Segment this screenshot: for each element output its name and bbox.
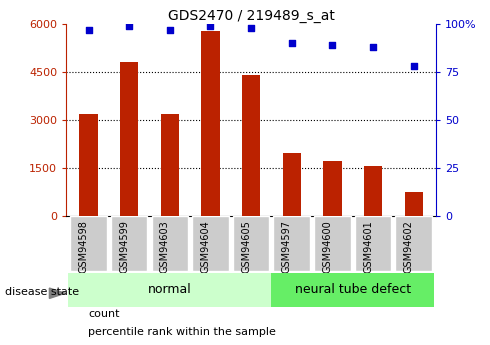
Bar bbox=[271, 273, 434, 307]
Point bbox=[247, 25, 255, 31]
Point bbox=[125, 23, 133, 29]
Bar bbox=[70, 216, 107, 271]
Bar bbox=[201, 30, 220, 216]
Bar bbox=[323, 161, 342, 216]
Point bbox=[328, 42, 336, 48]
Bar bbox=[355, 216, 392, 271]
Bar bbox=[68, 273, 271, 307]
Text: count: count bbox=[88, 309, 120, 319]
Bar bbox=[283, 154, 301, 216]
Point bbox=[369, 45, 377, 50]
Bar bbox=[161, 114, 179, 216]
Text: GSM94603: GSM94603 bbox=[160, 220, 170, 273]
Text: GSM94598: GSM94598 bbox=[78, 220, 89, 273]
Point bbox=[207, 23, 215, 29]
Bar bbox=[233, 216, 270, 271]
Bar bbox=[111, 216, 147, 271]
Bar bbox=[120, 62, 138, 216]
Bar bbox=[395, 216, 432, 271]
Text: GSM94597: GSM94597 bbox=[282, 220, 292, 273]
Bar bbox=[273, 216, 310, 271]
Bar bbox=[314, 216, 351, 271]
Bar bbox=[242, 75, 260, 216]
Text: GSM94604: GSM94604 bbox=[200, 220, 211, 273]
Point bbox=[288, 41, 295, 46]
Point bbox=[166, 27, 174, 33]
Point bbox=[410, 63, 417, 69]
Bar bbox=[405, 192, 423, 216]
Text: normal: normal bbox=[148, 283, 192, 296]
Text: GSM94600: GSM94600 bbox=[322, 220, 332, 273]
Title: GDS2470 / 219489_s_at: GDS2470 / 219489_s_at bbox=[168, 9, 335, 23]
Text: GSM94602: GSM94602 bbox=[404, 220, 414, 273]
Bar bbox=[79, 114, 98, 216]
Text: GSM94605: GSM94605 bbox=[241, 220, 251, 273]
Bar bbox=[151, 216, 188, 271]
Polygon shape bbox=[49, 288, 65, 298]
Text: disease state: disease state bbox=[5, 287, 79, 296]
Bar bbox=[364, 166, 382, 216]
Text: percentile rank within the sample: percentile rank within the sample bbox=[88, 327, 276, 336]
Point bbox=[85, 27, 93, 33]
Text: GSM94599: GSM94599 bbox=[119, 220, 129, 273]
Text: neural tube defect: neural tube defect bbox=[294, 283, 411, 296]
Bar bbox=[192, 216, 229, 271]
Text: GSM94601: GSM94601 bbox=[363, 220, 373, 273]
